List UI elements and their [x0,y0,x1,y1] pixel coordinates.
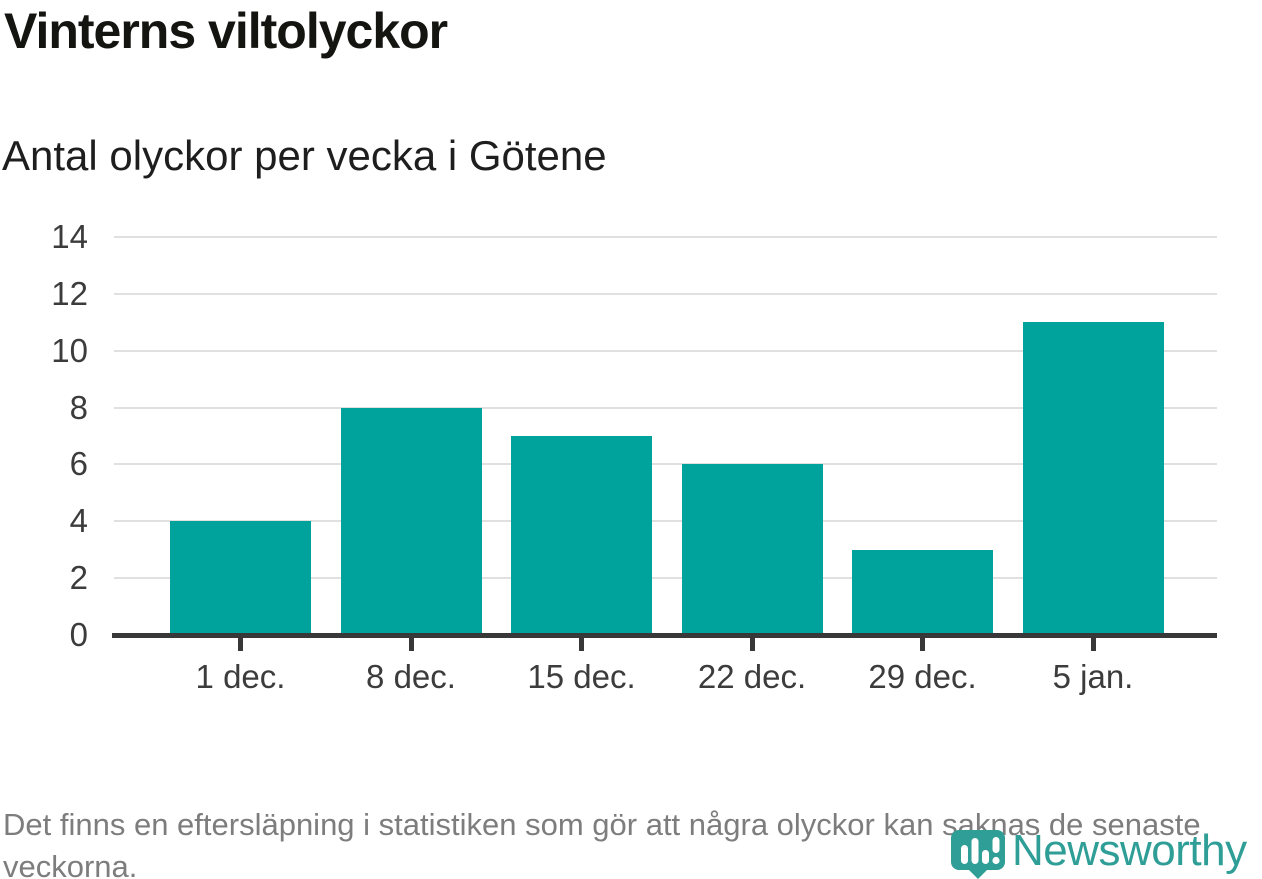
y-axis-label: 14 [51,218,88,255]
y-axis-label: 12 [51,274,88,312]
y-axis-label: 6 [69,445,88,483]
axis-tick [238,637,243,651]
bar [170,521,311,635]
y-axis-label: 0 [69,616,88,653]
axis-tick [408,637,414,651]
axis-tick [749,637,755,651]
gridline [114,577,1217,580]
bar [1022,322,1164,635]
page-title: Vinterns viltolyckor [4,3,448,59]
axis-tick [1090,637,1096,651]
chart-subtitle: Antal olyckor per vecka i Götene [2,132,607,179]
gridline [114,236,1217,238]
y-axis-label: 10 [51,331,88,369]
x-axis-label: 1 dec. [195,658,286,695]
bar [681,464,823,635]
bar [511,436,652,635]
x-axis-label: 5 jan. [1052,658,1134,695]
bar [852,549,993,635]
gridline [114,292,1217,295]
gridline [114,349,1217,352]
gridline [114,520,1217,523]
bar [340,407,482,635]
gridline [114,406,1217,409]
y-axis-label: 4 [69,502,88,540]
x-axis-label: 22 dec. [697,658,807,695]
axis-tick [920,637,925,651]
bar-chart: 0 2 4 6 8 10 12 14 1 dec. 8 dec. 15 dec. 22 dec. 29 … [51,218,1217,695]
y-axis-label: 2 [69,559,88,597]
gridline [114,463,1217,466]
y-axis-label: 8 [69,388,88,426]
axis-tick [579,637,584,651]
x-axis-label: 29 dec. [868,658,977,695]
x-axis-label: 15 dec. [527,658,636,695]
footnote: Det finns en eftersläpning i statistiken… [3,807,1201,879]
x-axis-label: 8 dec. [366,658,456,695]
axis-baseline [112,633,1217,638]
